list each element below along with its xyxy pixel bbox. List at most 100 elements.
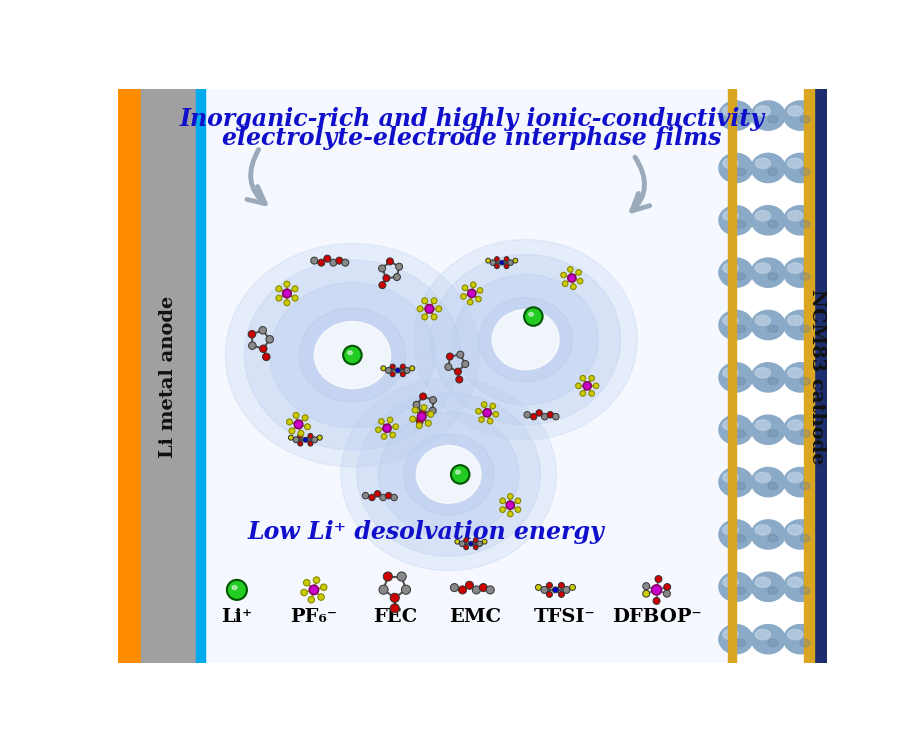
Ellipse shape (751, 467, 786, 497)
Ellipse shape (800, 273, 810, 280)
Circle shape (400, 364, 406, 370)
Text: TFSI⁻: TFSI⁻ (533, 608, 595, 626)
Circle shape (513, 259, 518, 263)
Circle shape (321, 584, 327, 591)
Ellipse shape (800, 115, 810, 123)
Ellipse shape (755, 158, 771, 168)
Ellipse shape (755, 315, 771, 326)
Circle shape (412, 407, 418, 413)
Circle shape (390, 364, 396, 370)
Ellipse shape (755, 211, 771, 221)
Circle shape (421, 298, 428, 304)
Circle shape (391, 494, 397, 501)
Circle shape (409, 416, 416, 422)
Ellipse shape (755, 420, 771, 431)
Circle shape (287, 419, 292, 425)
Ellipse shape (784, 311, 818, 340)
Circle shape (416, 418, 423, 425)
Circle shape (336, 257, 343, 264)
Circle shape (379, 282, 386, 288)
Circle shape (302, 415, 308, 421)
Circle shape (436, 306, 442, 312)
Circle shape (507, 511, 513, 517)
Circle shape (577, 279, 583, 284)
Circle shape (473, 538, 479, 542)
Circle shape (276, 295, 282, 301)
Circle shape (486, 259, 491, 263)
Circle shape (552, 587, 559, 593)
Circle shape (396, 263, 403, 270)
Circle shape (547, 592, 552, 597)
Ellipse shape (723, 577, 739, 587)
Circle shape (467, 299, 473, 305)
Circle shape (428, 411, 433, 417)
Ellipse shape (768, 273, 778, 280)
Ellipse shape (787, 263, 803, 273)
Ellipse shape (751, 258, 786, 288)
Circle shape (664, 590, 670, 597)
Ellipse shape (751, 311, 786, 340)
Ellipse shape (751, 206, 786, 235)
Ellipse shape (800, 639, 810, 647)
Circle shape (446, 353, 454, 360)
Circle shape (507, 494, 513, 499)
Circle shape (462, 361, 468, 367)
Circle shape (593, 383, 599, 389)
Circle shape (283, 289, 291, 298)
Ellipse shape (784, 206, 818, 235)
Circle shape (559, 583, 564, 589)
Ellipse shape (784, 572, 818, 601)
Circle shape (342, 259, 349, 266)
Ellipse shape (455, 470, 460, 474)
Ellipse shape (723, 420, 739, 431)
Circle shape (298, 431, 304, 437)
Circle shape (375, 427, 381, 433)
Circle shape (561, 272, 566, 278)
Circle shape (309, 586, 318, 595)
Circle shape (343, 346, 361, 364)
Circle shape (589, 390, 595, 396)
Circle shape (330, 259, 337, 266)
Circle shape (390, 372, 396, 377)
Ellipse shape (723, 106, 739, 116)
Ellipse shape (528, 312, 533, 316)
Circle shape (429, 408, 436, 414)
Circle shape (506, 501, 514, 509)
Ellipse shape (719, 363, 752, 392)
Ellipse shape (768, 587, 778, 595)
Ellipse shape (314, 322, 391, 389)
Circle shape (304, 424, 311, 430)
Ellipse shape (719, 572, 752, 601)
Circle shape (431, 314, 437, 320)
Ellipse shape (800, 535, 810, 542)
Circle shape (486, 586, 494, 594)
Bar (804, 89, 814, 663)
Circle shape (541, 413, 548, 420)
Ellipse shape (800, 587, 810, 595)
Circle shape (470, 282, 476, 288)
Circle shape (401, 585, 410, 595)
Circle shape (386, 258, 394, 265)
Circle shape (652, 585, 662, 595)
Ellipse shape (800, 378, 810, 385)
Circle shape (379, 585, 388, 595)
Circle shape (655, 576, 662, 583)
Circle shape (385, 367, 392, 373)
Circle shape (384, 572, 393, 581)
Circle shape (284, 281, 290, 287)
Bar (196, 89, 206, 663)
Circle shape (464, 538, 468, 542)
Ellipse shape (719, 415, 752, 444)
Ellipse shape (800, 168, 810, 176)
Ellipse shape (719, 467, 752, 497)
Ellipse shape (800, 326, 810, 332)
Circle shape (458, 586, 467, 594)
Circle shape (301, 589, 307, 596)
Ellipse shape (800, 221, 810, 228)
Ellipse shape (232, 586, 237, 589)
Ellipse shape (719, 153, 752, 183)
Circle shape (430, 396, 436, 404)
Circle shape (570, 584, 575, 590)
Circle shape (390, 603, 399, 613)
Circle shape (462, 285, 467, 291)
